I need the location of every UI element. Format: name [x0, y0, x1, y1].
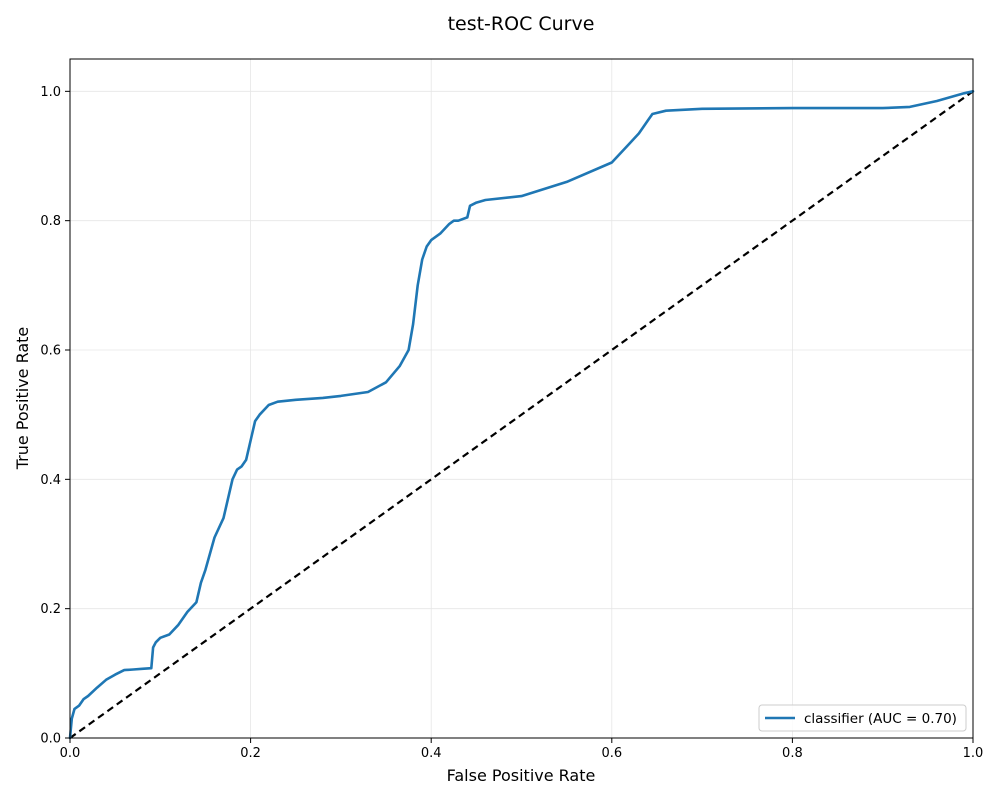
x-axis-title: False Positive Rate [447, 766, 596, 785]
legend-label: classifier (AUC = 0.70) [804, 711, 957, 727]
y-tick-label: 0.6 [40, 344, 61, 359]
y-tick-label: 0.2 [40, 602, 61, 617]
axis-ticks: 0.0 0.2 0.4 0.6 0.8 1.0 0.0 0.2 0.4 0.6 0.8 1.0 [40, 85, 983, 761]
x-tick-label: 0.6 [601, 746, 622, 761]
y-axis-title: True Positive Rate [13, 327, 32, 471]
grid-lines [69, 59, 974, 739]
y-tick-label: 0.8 [40, 214, 61, 229]
chance-diagonal-line [69, 90, 974, 739]
legend-box [758, 704, 967, 732]
plot-frame [69, 58, 974, 739]
roc-curve-line [68, 90, 975, 740]
x-tick-label: 0.2 [240, 746, 261, 761]
x-tick-label: 0.4 [421, 746, 442, 761]
legend: classifier (AUC = 0.70) [758, 704, 967, 732]
x-tick-label: 0.8 [782, 746, 803, 761]
y-tick-label: 0.4 [40, 473, 61, 488]
y-tick-label: 0.0 [40, 732, 61, 747]
x-tick-label: 1.0 [963, 746, 984, 761]
y-tick-label: 1.0 [40, 85, 61, 100]
chart-title: test-ROC Curve [448, 13, 595, 35]
series-layer [68, 90, 975, 740]
x-tick-label: 0.0 [60, 746, 81, 761]
